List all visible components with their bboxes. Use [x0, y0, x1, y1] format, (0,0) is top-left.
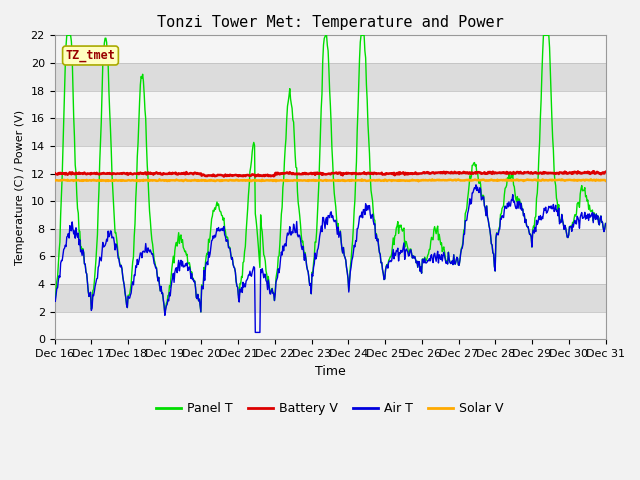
X-axis label: Time: Time — [315, 365, 346, 378]
Bar — [54, 63, 605, 91]
Bar — [54, 229, 605, 256]
Title: Tonzi Tower Met: Temperature and Power: Tonzi Tower Met: Temperature and Power — [157, 15, 504, 30]
Bar — [54, 118, 605, 146]
Y-axis label: Temperature (C) / Power (V): Temperature (C) / Power (V) — [15, 110, 25, 265]
Bar — [54, 256, 605, 284]
Bar — [54, 284, 605, 312]
Bar — [54, 173, 605, 201]
Text: TZ_tmet: TZ_tmet — [65, 49, 115, 62]
Bar — [54, 91, 605, 118]
Bar — [54, 312, 605, 339]
Bar — [54, 146, 605, 173]
Legend: Panel T, Battery V, Air T, Solar V: Panel T, Battery V, Air T, Solar V — [151, 397, 509, 420]
Bar — [54, 36, 605, 63]
Bar — [54, 201, 605, 229]
